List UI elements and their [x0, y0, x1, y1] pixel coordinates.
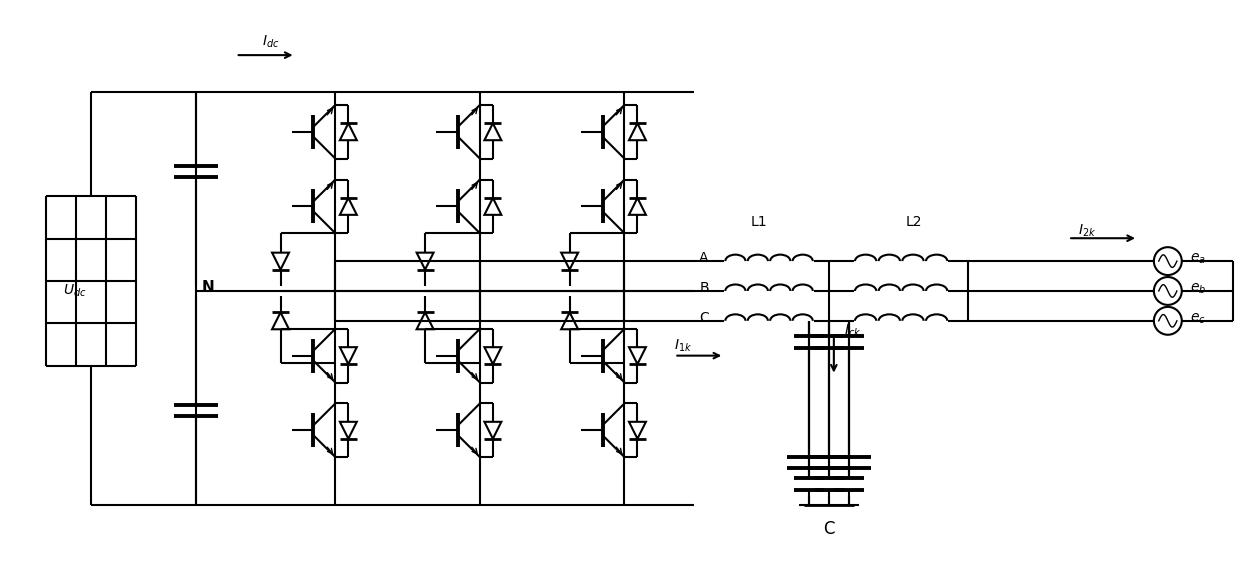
- Text: $I_{dc}$: $I_{dc}$: [261, 34, 279, 50]
- Text: $e_a$: $e_a$: [1189, 252, 1206, 267]
- Text: L2: L2: [906, 215, 922, 229]
- Text: B: B: [699, 281, 709, 295]
- Text: C: C: [823, 520, 835, 538]
- Text: $I_{ck}$: $I_{ck}$: [844, 323, 861, 339]
- Text: $I_{2k}$: $I_{2k}$: [1078, 223, 1097, 239]
- Text: C: C: [699, 311, 709, 325]
- Text: A: A: [699, 251, 709, 265]
- Text: L1: L1: [751, 215, 767, 229]
- Text: N: N: [202, 281, 214, 295]
- Text: $I_{1k}$: $I_{1k}$: [674, 337, 693, 354]
- Text: $U_{dc}$: $U_{dc}$: [63, 283, 87, 299]
- Text: $e_b$: $e_b$: [1189, 282, 1206, 296]
- Text: $e_c$: $e_c$: [1189, 312, 1206, 326]
